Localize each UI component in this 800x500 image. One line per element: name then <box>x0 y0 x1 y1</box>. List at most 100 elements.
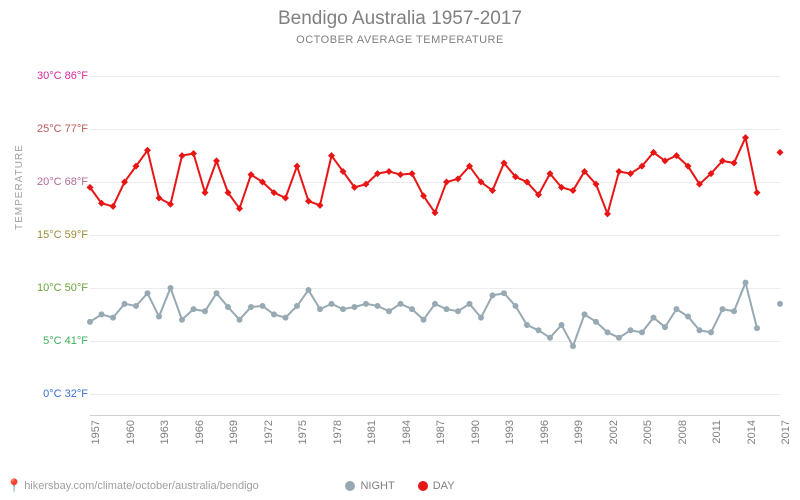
chart-title: Bendigo Australia 1957-2017 <box>0 8 800 30</box>
data-point <box>202 189 209 196</box>
x-tick: 2002 <box>608 420 620 444</box>
data-point <box>409 170 416 177</box>
data-point <box>582 311 588 317</box>
y-tick: 25°C 77°F <box>37 123 88 135</box>
data-point <box>375 303 381 309</box>
data-point <box>110 315 116 321</box>
data-point <box>604 210 611 217</box>
x-tick: 1984 <box>401 420 413 444</box>
data-point <box>363 301 369 307</box>
data-point <box>593 319 599 325</box>
series-line <box>90 283 757 347</box>
legend-label-day: DAY <box>433 480 455 492</box>
data-point <box>697 327 703 333</box>
data-point <box>397 171 404 178</box>
legend-swatch-day <box>418 481 428 491</box>
legend-swatch-night <box>345 481 355 491</box>
data-point <box>731 308 737 314</box>
data-point <box>467 301 473 307</box>
data-point <box>340 306 346 312</box>
data-point <box>156 314 162 320</box>
legend-label-night: NIGHT <box>360 480 394 492</box>
data-point <box>777 301 783 307</box>
y-axis-label: TEMPERATURE <box>14 144 25 230</box>
data-point <box>616 168 623 175</box>
y-tick: 15°C 59°F <box>37 229 88 241</box>
data-point <box>110 203 117 210</box>
data-point <box>133 303 139 309</box>
x-tick: 1987 <box>435 420 447 444</box>
data-point <box>190 150 197 157</box>
x-tick: 2011 <box>711 420 723 444</box>
data-point <box>271 311 277 317</box>
data-point <box>260 303 266 309</box>
x-tick: 1957 <box>90 420 102 444</box>
data-point <box>122 301 128 307</box>
data-point <box>777 149 784 156</box>
data-point <box>559 322 565 328</box>
data-point <box>674 306 680 312</box>
data-point <box>455 308 461 314</box>
data-point <box>754 325 760 331</box>
data-point <box>513 303 519 309</box>
x-tick: 1972 <box>263 420 275 444</box>
data-point <box>490 292 496 298</box>
data-point <box>202 308 208 314</box>
data-point <box>685 314 691 320</box>
data-point <box>237 317 243 323</box>
data-point <box>386 168 393 175</box>
data-point <box>754 189 761 196</box>
data-point <box>87 319 93 325</box>
data-point <box>317 306 323 312</box>
data-point <box>283 315 289 321</box>
data-point <box>570 343 576 349</box>
data-point <box>536 327 542 333</box>
legend-item-day: DAY <box>418 480 455 492</box>
x-tick: 1966 <box>194 420 206 444</box>
x-tick: 1960 <box>125 420 137 444</box>
data-point <box>306 287 312 293</box>
data-point <box>478 315 484 321</box>
data-point <box>213 157 220 164</box>
data-point <box>444 306 450 312</box>
data-point <box>731 160 738 167</box>
data-point <box>179 152 186 159</box>
x-tick: 2008 <box>677 420 689 444</box>
x-tick: 2014 <box>746 420 758 444</box>
data-point <box>329 301 335 307</box>
y-tick: 0°C 32°F <box>43 388 88 400</box>
data-point <box>742 134 749 141</box>
attribution: 📍 hikersbay.com/climate/october/australi… <box>6 478 259 494</box>
data-point <box>662 324 668 330</box>
line-series <box>90 55 780 415</box>
data-point <box>386 308 392 314</box>
pin-icon: 📍 <box>6 478 22 494</box>
chart-subtitle: OCTOBER AVERAGE TEMPERATURE <box>0 34 800 46</box>
data-point <box>305 198 312 205</box>
data-point <box>628 327 634 333</box>
data-point <box>282 194 289 201</box>
data-point <box>547 335 553 341</box>
data-point <box>524 322 530 328</box>
data-point <box>720 306 726 312</box>
y-tick: 5°C 41°F <box>43 335 88 347</box>
x-tick: 1978 <box>332 420 344 444</box>
data-point <box>616 335 622 341</box>
x-tick: 1963 <box>159 420 171 444</box>
data-point <box>317 202 324 209</box>
data-point <box>294 163 301 170</box>
x-tick: 1990 <box>470 420 482 444</box>
data-point <box>398 301 404 307</box>
data-point <box>409 306 415 312</box>
x-tick: 1999 <box>573 420 585 444</box>
data-point <box>168 285 174 291</box>
plot-area <box>90 55 780 416</box>
attribution-text: hikersbay.com/climate/october/australia/… <box>24 480 259 492</box>
data-point <box>248 304 254 310</box>
chart-container: Bendigo Australia 1957-2017 OCTOBER AVER… <box>0 0 800 500</box>
data-point <box>708 329 714 335</box>
data-point <box>179 317 185 323</box>
y-tick: 10°C 50°F <box>37 282 88 294</box>
y-tick: 20°C 68°F <box>37 176 88 188</box>
data-point <box>99 311 105 317</box>
